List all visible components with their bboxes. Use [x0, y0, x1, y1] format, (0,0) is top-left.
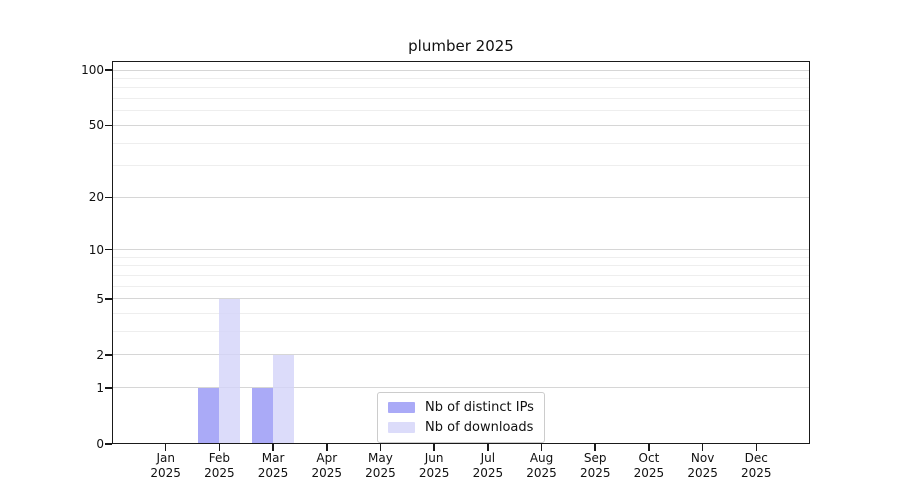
y-tick-mark	[105, 124, 112, 127]
legend-item-downloads: Nb of downloads	[388, 419, 534, 436]
y-tick-label: 1	[96, 380, 104, 395]
legend-label-downloads: Nb of downloads	[425, 420, 534, 435]
y-tick-mark	[105, 69, 112, 71]
y-tick-label: 100	[81, 63, 104, 78]
x-tick-label: Jul 2025	[472, 451, 504, 480]
y-tick-label: 2	[96, 347, 104, 362]
chart-title: plumber 2025	[408, 37, 514, 55]
y-tick-label: 20	[88, 190, 104, 205]
plot-border	[112, 61, 810, 444]
x-tick-mark	[755, 444, 758, 451]
x-tick-mark	[379, 444, 382, 451]
x-tick-mark	[218, 444, 221, 451]
x-tick-mark	[433, 444, 435, 451]
x-tick-label: Mar 2025	[257, 451, 289, 480]
y-tick-mark	[105, 248, 112, 251]
x-tick-mark	[648, 444, 650, 451]
legend-label-distinct-ips: Nb of distinct IPs	[425, 400, 534, 415]
x-tick-mark	[540, 444, 543, 451]
x-tick-mark	[164, 444, 167, 451]
legend-swatch-distinct-ips	[388, 402, 415, 413]
y-tick-mark	[105, 354, 112, 356]
x-tick-mark	[272, 444, 274, 451]
y-tick-label: 0	[96, 437, 104, 451]
x-tick-label: Oct 2025	[633, 451, 665, 480]
x-tick-label: Apr 2025	[311, 451, 343, 480]
x-tick-label: Aug 2025	[526, 451, 557, 480]
y-tick-mark	[105, 196, 112, 199]
x-tick-label: Jan 2025	[150, 451, 181, 480]
x-tick-mark	[487, 444, 489, 451]
x-tick-mark	[701, 444, 704, 451]
y-tick-label: 10	[88, 242, 104, 257]
legend: Nb of distinct IPs Nb of downloads	[377, 392, 545, 443]
x-tick-mark	[326, 444, 328, 451]
y-tick-label: 50	[88, 118, 104, 133]
legend-swatch-downloads	[388, 422, 415, 433]
x-tick-mark	[594, 444, 596, 451]
x-tick-label: Jun 2025	[418, 451, 450, 480]
y-tick-mark	[105, 387, 112, 389]
legend-item-distinct-ips: Nb of distinct IPs	[388, 399, 534, 416]
y-tick-label: 5	[96, 291, 104, 306]
y-tick-mark	[105, 443, 112, 445]
x-tick-label: Feb 2025	[204, 451, 235, 480]
x-tick-label: Nov 2025	[687, 451, 718, 480]
y-tick-mark	[105, 298, 112, 300]
x-tick-label: Dec 2025	[741, 451, 772, 480]
x-tick-label: May 2025	[365, 451, 396, 480]
x-tick-label: Sep 2025	[579, 451, 611, 480]
